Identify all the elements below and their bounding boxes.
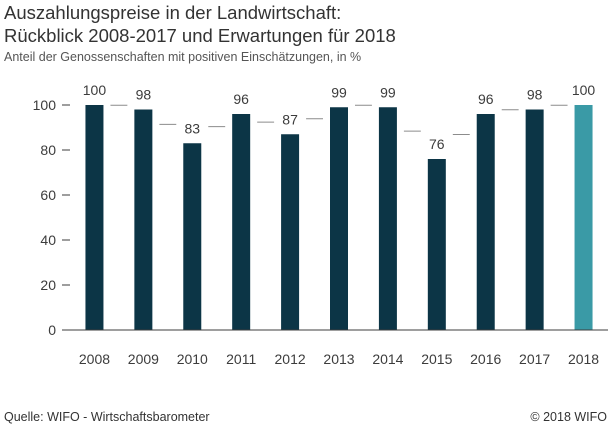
bar-2016 — [476, 114, 495, 330]
chart-title: Auszahlungspreise in der Landwirtschaft: — [4, 2, 342, 23]
data-label-2016: 96 — [478, 91, 494, 107]
x-tick-label-2015: 2015 — [421, 351, 452, 367]
y-tick-label-0: 0 — [48, 322, 56, 338]
bar-2009 — [134, 109, 153, 330]
x-tick-label-2009: 2009 — [128, 351, 159, 367]
data-label-2008: 100 — [83, 82, 107, 98]
copyright-note: © 2018 WIFO — [530, 410, 607, 424]
bar-2012 — [281, 134, 300, 330]
data-label-2013: 99 — [331, 84, 347, 100]
x-tick-label-2012: 2012 — [275, 351, 306, 367]
bar-2017 — [525, 109, 544, 330]
y-tick-label-100: 100 — [33, 97, 57, 113]
x-tick-label-2013: 2013 — [323, 351, 354, 367]
y-tick-label-40: 40 — [40, 232, 56, 248]
x-tick-label-2017: 2017 — [519, 351, 550, 367]
y-tick-label-60: 60 — [40, 187, 56, 203]
x-tick-label-2011: 2011 — [226, 351, 256, 367]
x-tick-label-2014: 2014 — [372, 351, 403, 367]
label-connectors — [110, 104, 568, 135]
x-tick-label-2018: 2018 — [568, 351, 599, 367]
data-label-2009: 98 — [136, 87, 152, 103]
y-tick-label-80: 80 — [40, 142, 56, 158]
bar-2014 — [378, 107, 397, 330]
data-label-2012: 87 — [282, 111, 298, 127]
chart-subtitle: Anteil der Genossenschaften mit positive… — [4, 50, 362, 64]
data-label-2011: 96 — [233, 91, 249, 107]
y-tick-label-20: 20 — [40, 277, 56, 293]
data-labels: 100 98 83 96 87 99 99 76 96 98 100 — [83, 82, 596, 152]
data-label-2015: 76 — [429, 136, 445, 152]
bar-2008 — [85, 105, 104, 330]
bars — [85, 105, 593, 330]
data-label-2014: 99 — [380, 84, 396, 100]
x-tick-label-2010: 2010 — [177, 351, 208, 367]
data-label-2010: 83 — [184, 120, 200, 136]
y-axis: 0 20 40 60 80 100 — [33, 97, 70, 338]
bar-2013 — [330, 107, 348, 330]
data-label-2017: 98 — [527, 87, 543, 103]
x-axis: 2008 2009 2010 2011 2012 2013 2014 2015 2016 2017… — [70, 329, 608, 367]
x-tick-label-2016: 2016 — [470, 351, 501, 367]
bar-2018 — [574, 105, 593, 330]
source-note: Quelle: WIFO - Wirtschaftsbarometer — [4, 410, 210, 424]
bar-2011 — [232, 114, 251, 330]
bar-2015 — [427, 159, 446, 330]
x-tick-label-2008: 2008 — [79, 351, 110, 367]
data-label-2018: 100 — [572, 82, 596, 98]
chart-title-line-2: Rückblick 2008-2017 und Erwartungen für … — [4, 25, 396, 46]
bar-2010 — [183, 143, 202, 330]
